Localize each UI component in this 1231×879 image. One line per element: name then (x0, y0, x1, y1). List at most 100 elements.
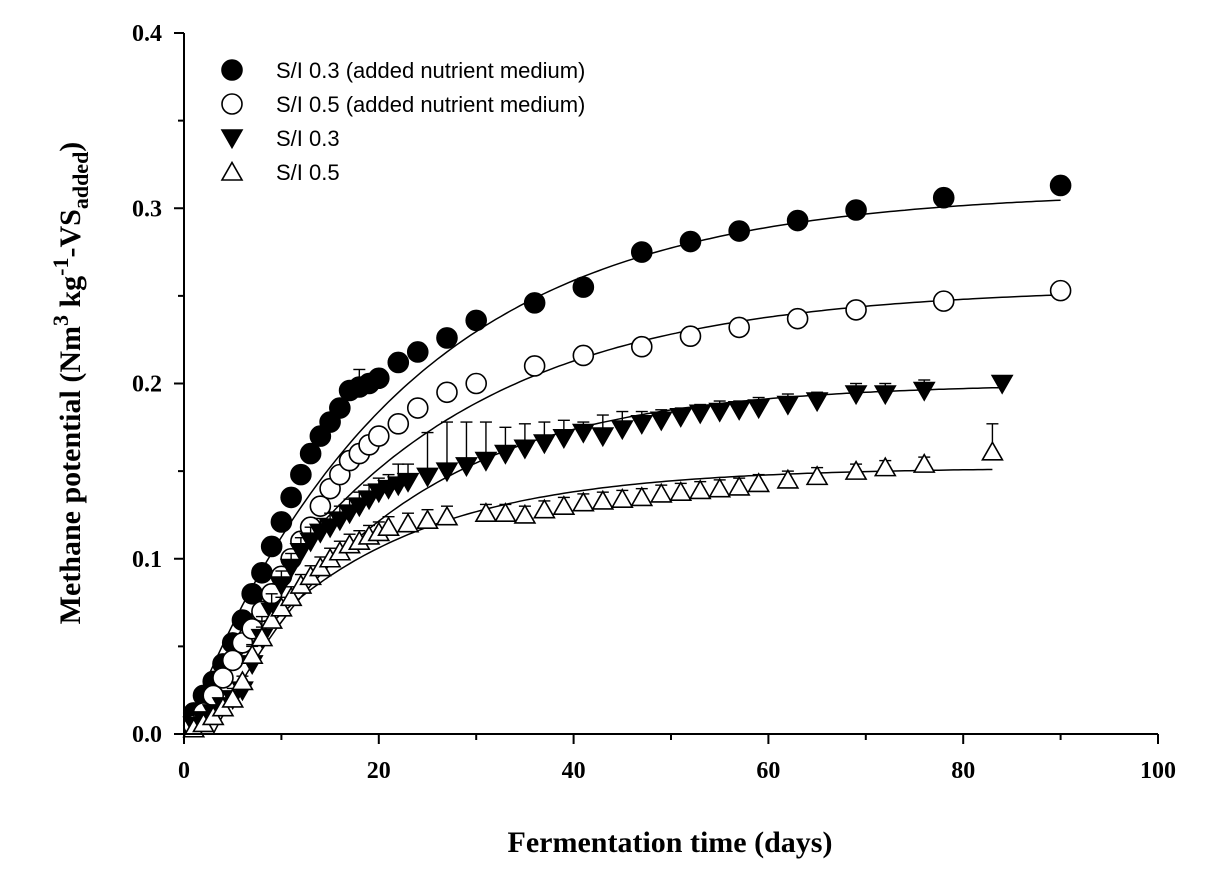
data-point (679, 230, 702, 253)
data-point (747, 472, 771, 493)
data-point (367, 367, 390, 390)
data-point (279, 558, 303, 579)
data-point (406, 397, 429, 419)
y-tick-label: 0.4 (132, 21, 162, 47)
data-point (338, 504, 361, 525)
data-point (221, 649, 244, 672)
data-point (649, 411, 673, 432)
axes: 0 20 40 60 80 100 0.0 0.1 0.2 0.3 0.4 (132, 21, 1176, 784)
data-point (786, 307, 809, 330)
data-point (932, 186, 955, 209)
data-point (523, 292, 546, 314)
data-point (270, 511, 293, 533)
y-title-sup-3: 3 (48, 315, 73, 326)
data-point (367, 425, 390, 447)
data-point (805, 465, 829, 486)
data-point (591, 427, 615, 448)
data-point (299, 532, 322, 553)
data-point (571, 423, 595, 444)
data-point (406, 341, 429, 363)
data-point (688, 404, 712, 425)
data-point (377, 516, 400, 537)
data-point (396, 472, 420, 493)
data-point (776, 468, 800, 489)
x-tick-label: 60 (756, 758, 780, 784)
x-axis-title: Fermentation time (days) (508, 826, 833, 859)
data-point (981, 440, 1004, 461)
data-point (387, 413, 410, 435)
data-point (591, 489, 615, 510)
x-tick-label: 20 (367, 758, 391, 784)
data-point (572, 276, 595, 298)
data-point (649, 482, 673, 503)
data-point (494, 444, 517, 465)
data-point (728, 316, 750, 339)
data-point (912, 453, 936, 473)
data-point (552, 429, 576, 449)
data-point (474, 451, 498, 472)
data-point (328, 511, 352, 532)
data-point (270, 576, 293, 597)
data-point (455, 457, 478, 477)
x-tick-label: 0 (178, 758, 190, 784)
data-point (873, 385, 897, 406)
data-point (435, 505, 459, 526)
data-point (299, 442, 322, 465)
data-point (513, 503, 537, 524)
data-point (990, 374, 1014, 395)
y-title-sub-added: added (68, 152, 93, 209)
data-point (435, 462, 459, 483)
data-point (572, 344, 595, 367)
data-point (523, 355, 546, 377)
fit-curve-series-3 (184, 386, 1003, 735)
data-point (552, 495, 576, 515)
data-point (260, 535, 283, 558)
data-point (708, 402, 732, 423)
y-tick-label: 0.0 (132, 722, 162, 748)
data-point (844, 460, 868, 480)
data-point (241, 582, 263, 605)
data-point (912, 381, 936, 402)
data-point (1049, 279, 1072, 302)
data-point (844, 385, 868, 406)
data-point (571, 491, 595, 512)
legend-marker (221, 93, 243, 115)
legend-label: S/I 0.5 (added nutrient medium) (276, 92, 585, 117)
data-point (727, 400, 751, 421)
data-point (260, 608, 284, 629)
data-point (1049, 174, 1072, 197)
data-point (416, 467, 439, 488)
legend-marker (221, 59, 243, 81)
series-1 (182, 174, 1072, 724)
legend-label: S/I 0.5 (276, 160, 340, 185)
data-point (786, 209, 809, 232)
data-point (280, 486, 302, 509)
data-point (610, 488, 634, 508)
data-point (932, 290, 955, 312)
data-point (290, 463, 312, 486)
data-point (533, 434, 556, 455)
y-tick-label: 0.1 (132, 547, 162, 573)
legend: S/I 0.3 (added nutrient medium) S/I 0.5 (… (220, 58, 585, 185)
data-point (728, 220, 750, 242)
y-axis-title: Methane potential (Nm3 kg-1-VSadded) (48, 142, 93, 625)
data-point (630, 241, 653, 263)
data-point (309, 495, 332, 517)
data-point (727, 475, 751, 496)
legend-marker (220, 160, 244, 181)
data-point (240, 644, 264, 664)
data-point (436, 327, 458, 349)
data-point (669, 407, 693, 428)
plot-area (182, 174, 1072, 738)
data-point (679, 325, 702, 347)
data-point (212, 667, 234, 689)
series-3 (182, 374, 1014, 737)
data-point (221, 687, 245, 708)
y-tick-label: 0.3 (132, 196, 162, 222)
legend-label: S/I 0.3 (added nutrient medium) (276, 58, 585, 83)
data-point (845, 199, 867, 221)
data-point (270, 596, 293, 617)
y-title-sup-minus1: -1 (48, 258, 73, 276)
series-4 (182, 423, 1004, 738)
data-point (416, 509, 439, 529)
